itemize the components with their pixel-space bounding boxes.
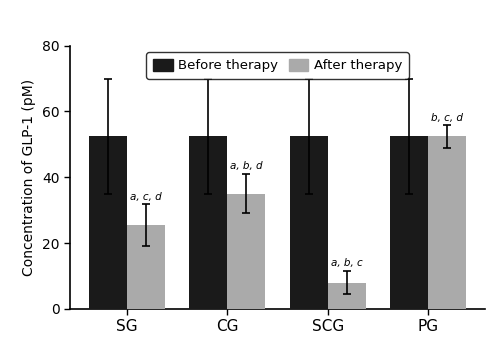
Text: b, c, d: b, c, d	[431, 113, 463, 123]
Bar	[290, 136, 328, 309]
Bar	[228, 194, 266, 309]
Legend: Before therapy, After therapy: Before therapy, After therapy	[146, 52, 408, 79]
Bar	[189, 136, 228, 309]
Text: a, c, d: a, c, d	[130, 192, 162, 202]
Text: a, b, d: a, b, d	[230, 161, 262, 171]
Y-axis label: Concentration of GLP-1 (pM): Concentration of GLP-1 (pM)	[22, 79, 36, 276]
Bar	[89, 136, 127, 309]
Text: a, b, c: a, b, c	[331, 258, 362, 268]
Bar	[328, 283, 366, 309]
Bar	[428, 136, 466, 309]
Bar	[127, 225, 165, 309]
Bar	[390, 136, 428, 309]
